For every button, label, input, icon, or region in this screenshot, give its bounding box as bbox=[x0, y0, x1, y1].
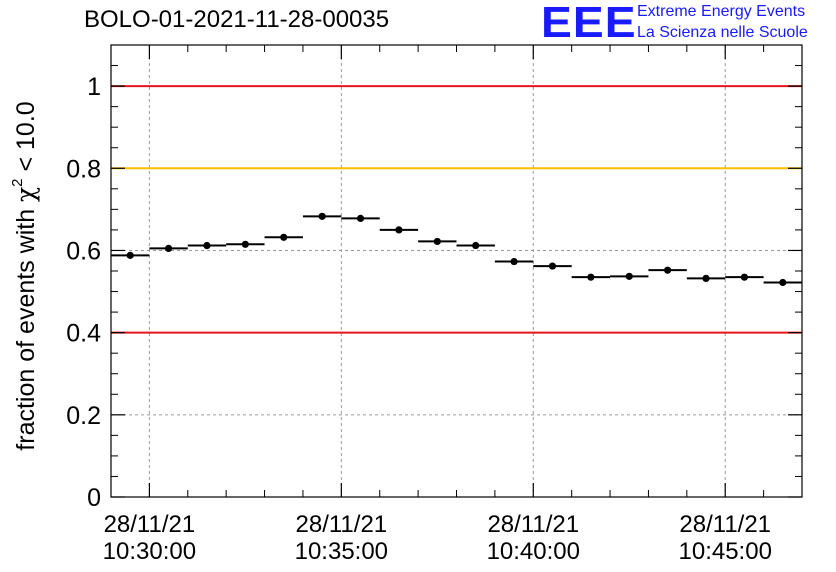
x-tick-label-date: 28/11/21 bbox=[487, 511, 579, 538]
x-tick-label-time: 10:45:00 bbox=[679, 538, 772, 565]
data-point-marker bbox=[548, 262, 557, 270]
plot-frame bbox=[110, 44, 803, 498]
y-tick-label: 1 bbox=[87, 73, 101, 101]
y-axis-label-chi: χ bbox=[11, 187, 40, 202]
y-axis-label-main: fraction of events with bbox=[12, 202, 40, 451]
y-axis-label-sup: 2 bbox=[9, 178, 26, 186]
y-tick-label: 0.8 bbox=[66, 155, 101, 183]
x-tick-label-date: 28/11/21 bbox=[296, 511, 388, 538]
data-point-marker bbox=[164, 244, 173, 252]
data-point-marker bbox=[280, 233, 288, 241]
data-point-marker bbox=[779, 278, 787, 287]
x-tick-label-time: 10:35:00 bbox=[295, 538, 388, 565]
y-tick-label: 0.6 bbox=[66, 237, 101, 265]
data-point-marker bbox=[318, 212, 326, 220]
grid-layer bbox=[111, 45, 802, 497]
y-axis-label-tail: < 10.0 bbox=[12, 101, 40, 178]
data-point-marker bbox=[740, 273, 749, 281]
data-point-marker bbox=[241, 240, 249, 248]
y-axis-label: fraction of events with χ2 < 10.0 bbox=[9, 101, 40, 450]
data-points bbox=[111, 212, 802, 287]
data-point-marker bbox=[395, 226, 403, 234]
data-point-marker bbox=[203, 241, 211, 250]
data-point-marker bbox=[356, 214, 365, 223]
x-tick-label-time: 10:30:00 bbox=[103, 538, 196, 565]
x-tick-label-date: 28/11/21 bbox=[104, 511, 196, 538]
logo-subtitle-line1: Extreme Energy Events bbox=[637, 3, 806, 20]
y-tick-label: 0 bbox=[87, 484, 101, 512]
logo-mark: EEE bbox=[541, 0, 637, 47]
data-point-marker bbox=[510, 257, 518, 266]
x-tick-label-date: 28/11/21 bbox=[679, 511, 771, 538]
logo-subtitle-line2: La Scienza nelle Scuole bbox=[637, 24, 808, 41]
axis-ticks bbox=[111, 45, 802, 498]
tick-labels: 00.20.40.60.8128/11/2110:30:0028/11/2110… bbox=[66, 73, 772, 565]
data-point-marker bbox=[433, 237, 441, 246]
data-point-marker bbox=[702, 274, 710, 282]
y-tick-label: 0.2 bbox=[66, 402, 101, 430]
data-point-marker bbox=[126, 251, 134, 259]
data-point-marker bbox=[587, 273, 595, 281]
x-tick-label-time: 10:40:00 bbox=[487, 538, 580, 565]
y-tick-label: 0.4 bbox=[66, 320, 101, 348]
chart-title: BOLO-01-2021-11-28-00035 bbox=[84, 6, 390, 33]
data-point-marker bbox=[472, 241, 480, 250]
data-point-marker bbox=[625, 272, 633, 280]
reference-lines bbox=[111, 85, 802, 334]
data-point-marker bbox=[664, 266, 672, 274]
